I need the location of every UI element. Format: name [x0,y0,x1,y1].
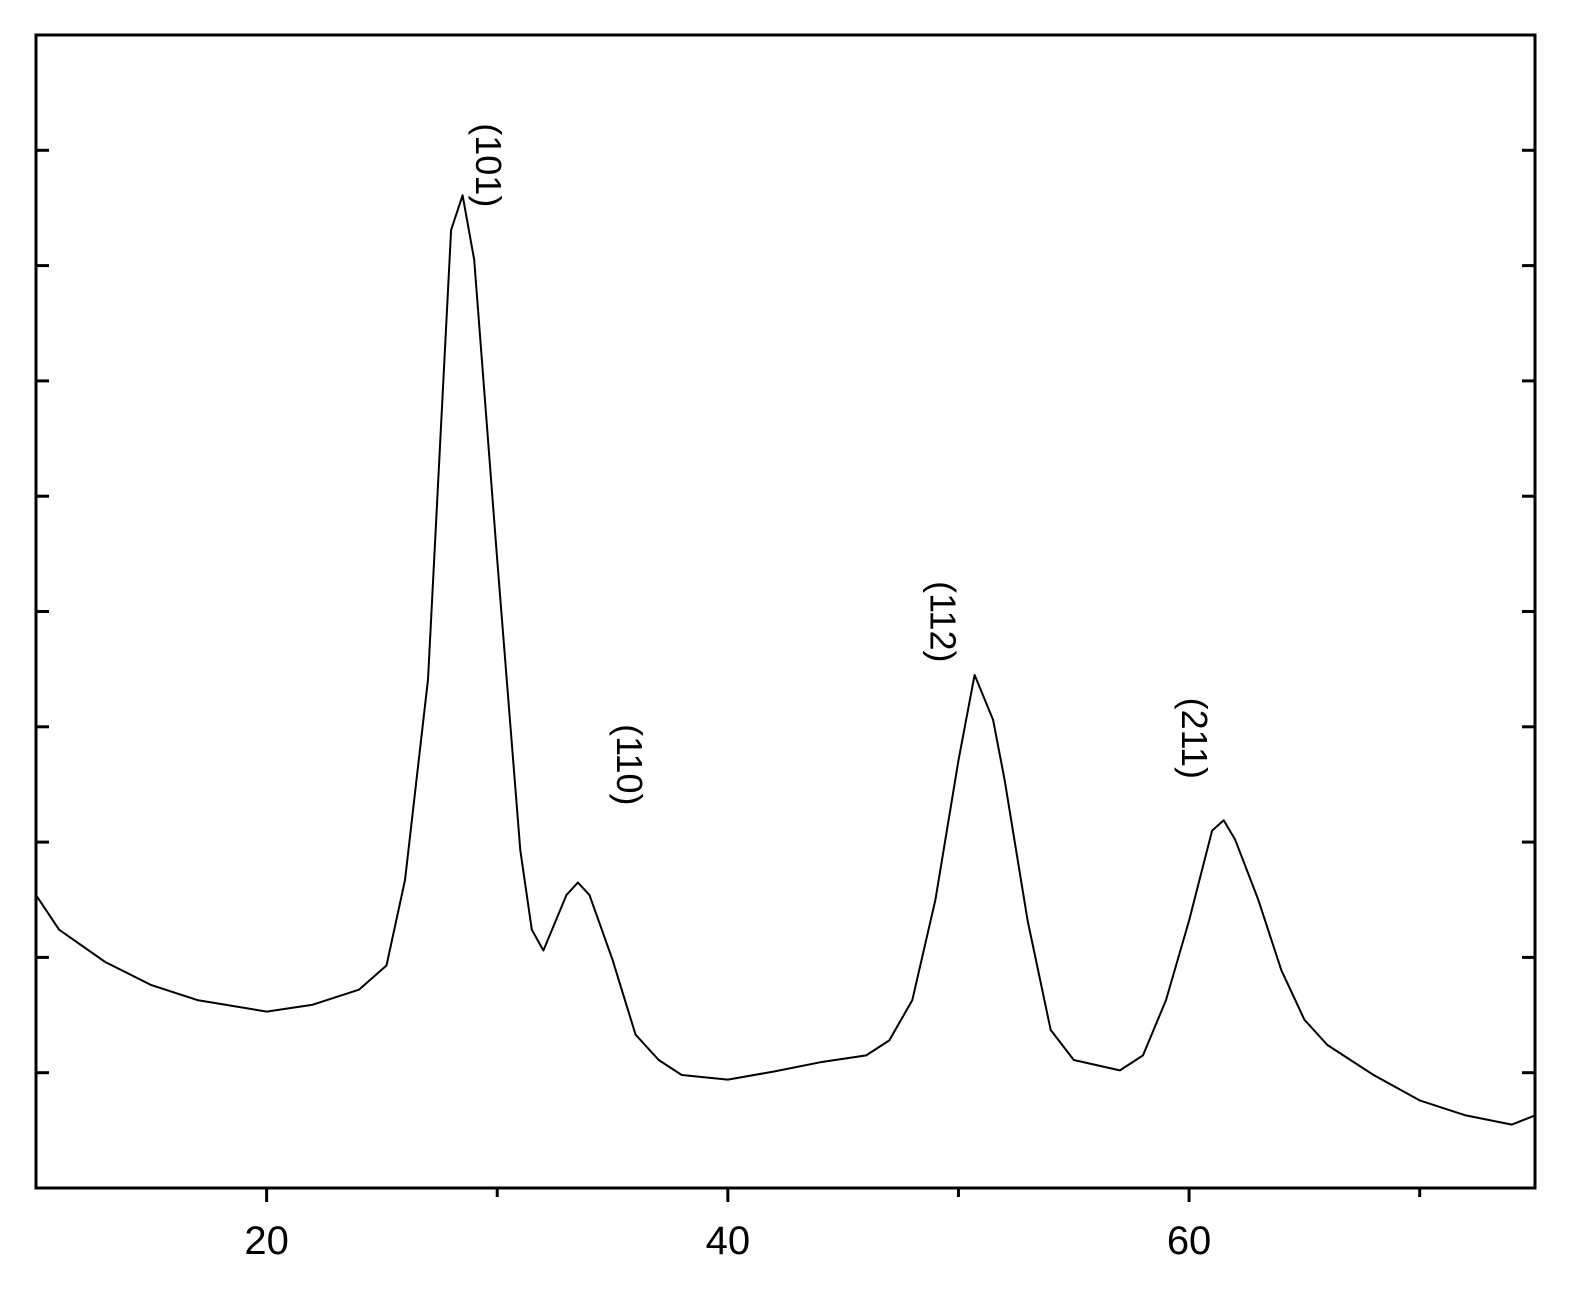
peak-label: (211) [1174,698,1215,779]
x-tick-label: 20 [244,1219,289,1263]
x-tick-label: 40 [706,1219,751,1263]
x-tick-label: 60 [1167,1219,1212,1263]
data-line [35,194,1536,1126]
peak-label: (110) [609,724,650,805]
peak-label: (101) [468,123,509,207]
plot-frame [34,33,1537,1190]
peak-label: (112) [922,581,963,662]
